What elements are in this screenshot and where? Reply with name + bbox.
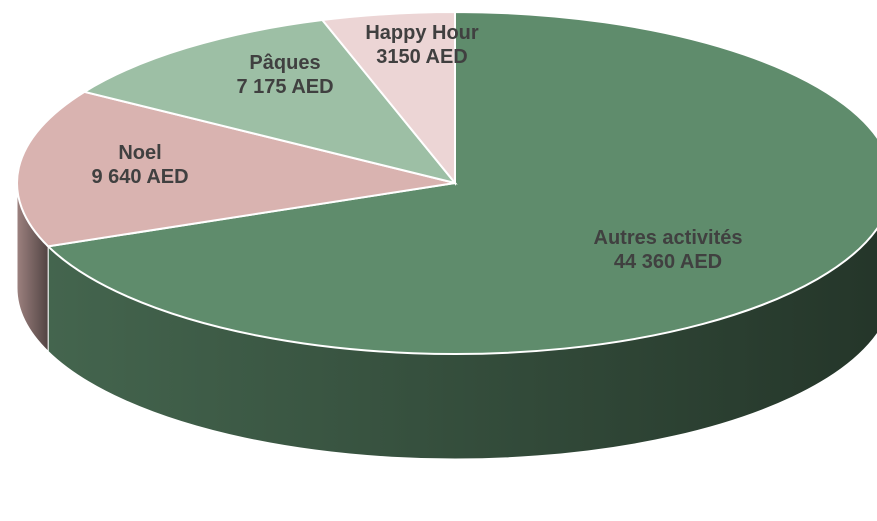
category-label: Pâques: [249, 52, 321, 74]
value-label: 3150 AED: [376, 46, 468, 68]
category-label: Autres activités: [593, 227, 743, 249]
pie-slice: [81, 18, 458, 185]
pie-slice: [320, 10, 456, 186]
data-label: Autres activités 44 360 AED: [593, 226, 743, 274]
value-label: 7 175 AED: [236, 76, 334, 98]
category-label: Noel: [118, 142, 162, 164]
data-label: Pâques 7 175 AED: [185, 51, 385, 99]
value-label: 44 360 AED: [613, 251, 723, 273]
pie-slice: [16, 90, 456, 248]
category-label: Happy Hour: [365, 22, 479, 44]
value-label: 9 640 AED: [91, 166, 189, 188]
data-label: Noel 9 640 AED: [40, 141, 240, 189]
pie-slice: [46, 10, 877, 355]
data-label: Happy Hour 3150 AED: [322, 21, 522, 69]
